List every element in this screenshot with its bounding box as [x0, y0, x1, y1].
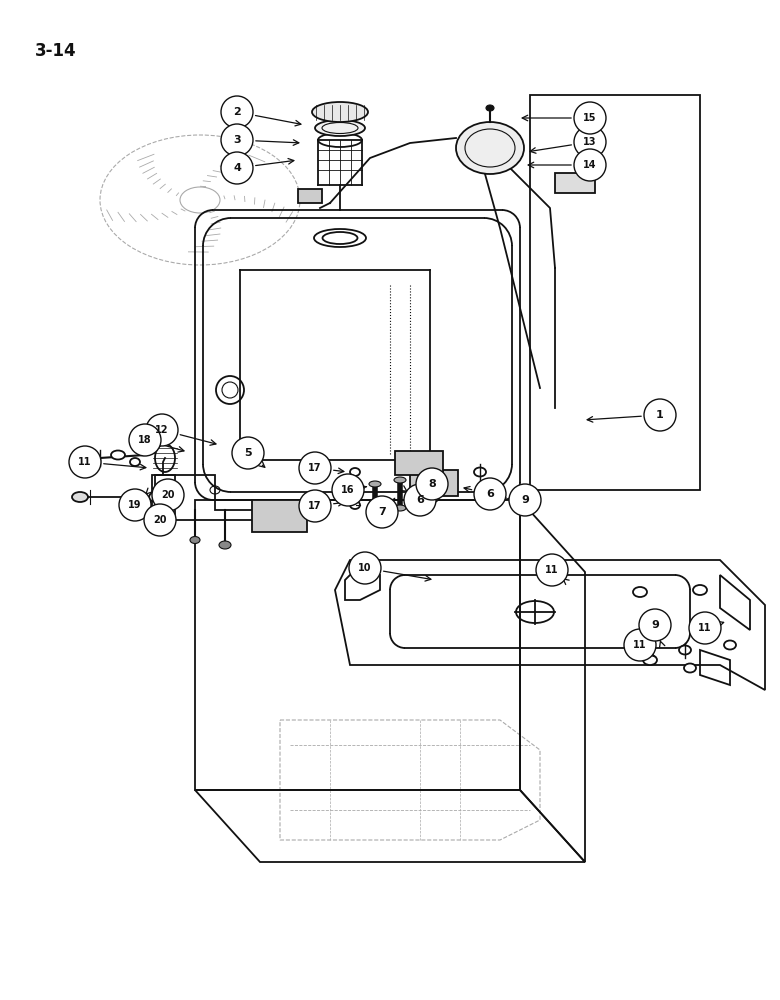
Text: 10: 10 [358, 563, 372, 573]
Text: 8: 8 [428, 479, 436, 489]
Circle shape [232, 437, 264, 469]
Text: 7: 7 [378, 507, 386, 517]
Circle shape [536, 554, 568, 586]
Circle shape [221, 152, 253, 184]
FancyBboxPatch shape [252, 500, 307, 532]
Circle shape [644, 399, 676, 431]
Circle shape [299, 452, 331, 484]
Circle shape [221, 124, 253, 156]
Circle shape [624, 629, 656, 661]
Text: 17: 17 [308, 463, 321, 473]
Text: 9: 9 [521, 495, 529, 505]
Text: 6: 6 [486, 489, 494, 499]
Ellipse shape [643, 655, 657, 665]
Ellipse shape [141, 443, 155, 453]
Ellipse shape [474, 468, 486, 477]
Text: 1: 1 [656, 410, 664, 420]
Circle shape [69, 446, 101, 478]
Circle shape [574, 126, 606, 158]
Ellipse shape [369, 507, 381, 513]
Text: 11: 11 [698, 623, 711, 633]
FancyBboxPatch shape [410, 470, 458, 496]
Circle shape [146, 414, 178, 446]
Text: 13: 13 [583, 137, 597, 147]
Text: 3: 3 [233, 135, 241, 145]
Text: 17: 17 [308, 501, 321, 511]
Ellipse shape [312, 102, 368, 122]
Ellipse shape [679, 646, 691, 654]
Circle shape [574, 149, 606, 181]
Text: 20: 20 [153, 515, 167, 525]
Text: 16: 16 [342, 485, 355, 495]
Text: 5: 5 [244, 448, 252, 458]
Ellipse shape [693, 585, 707, 595]
Ellipse shape [394, 477, 406, 483]
Text: 3-14: 3-14 [35, 42, 76, 60]
Ellipse shape [130, 458, 140, 466]
Text: 12: 12 [155, 425, 168, 435]
Ellipse shape [456, 122, 524, 174]
Text: 11: 11 [545, 565, 558, 575]
Ellipse shape [684, 664, 696, 672]
Circle shape [299, 490, 331, 522]
Ellipse shape [190, 536, 200, 544]
Text: 2: 2 [233, 107, 241, 117]
Ellipse shape [394, 505, 406, 511]
Text: 4: 4 [233, 163, 241, 173]
Text: 20: 20 [161, 490, 175, 500]
Circle shape [332, 474, 364, 506]
FancyBboxPatch shape [395, 451, 443, 475]
Ellipse shape [350, 468, 360, 476]
Circle shape [574, 102, 606, 134]
Text: 18: 18 [138, 435, 152, 445]
Circle shape [689, 612, 721, 644]
Text: 6: 6 [416, 495, 424, 505]
Ellipse shape [72, 492, 88, 502]
Text: 11: 11 [633, 640, 647, 650]
Text: 14: 14 [583, 160, 597, 170]
Circle shape [349, 552, 381, 584]
Ellipse shape [219, 541, 231, 549]
Ellipse shape [421, 491, 439, 503]
Circle shape [509, 484, 541, 516]
Circle shape [366, 496, 398, 528]
FancyBboxPatch shape [555, 173, 595, 193]
Circle shape [152, 479, 184, 511]
Text: 19: 19 [128, 500, 142, 510]
Circle shape [416, 468, 448, 500]
Ellipse shape [315, 120, 365, 136]
Ellipse shape [633, 587, 647, 597]
Text: 15: 15 [583, 113, 597, 123]
Circle shape [144, 504, 176, 536]
Circle shape [474, 478, 506, 510]
Ellipse shape [149, 492, 161, 502]
FancyBboxPatch shape [298, 189, 322, 203]
Circle shape [221, 96, 253, 128]
Text: 9: 9 [651, 620, 659, 630]
Circle shape [404, 484, 436, 516]
Circle shape [119, 489, 151, 521]
Circle shape [639, 609, 671, 641]
Circle shape [129, 424, 161, 456]
Ellipse shape [369, 481, 381, 487]
Ellipse shape [724, 641, 736, 650]
Ellipse shape [350, 501, 360, 509]
Ellipse shape [111, 450, 125, 460]
Text: 11: 11 [78, 457, 92, 467]
Ellipse shape [486, 105, 494, 111]
